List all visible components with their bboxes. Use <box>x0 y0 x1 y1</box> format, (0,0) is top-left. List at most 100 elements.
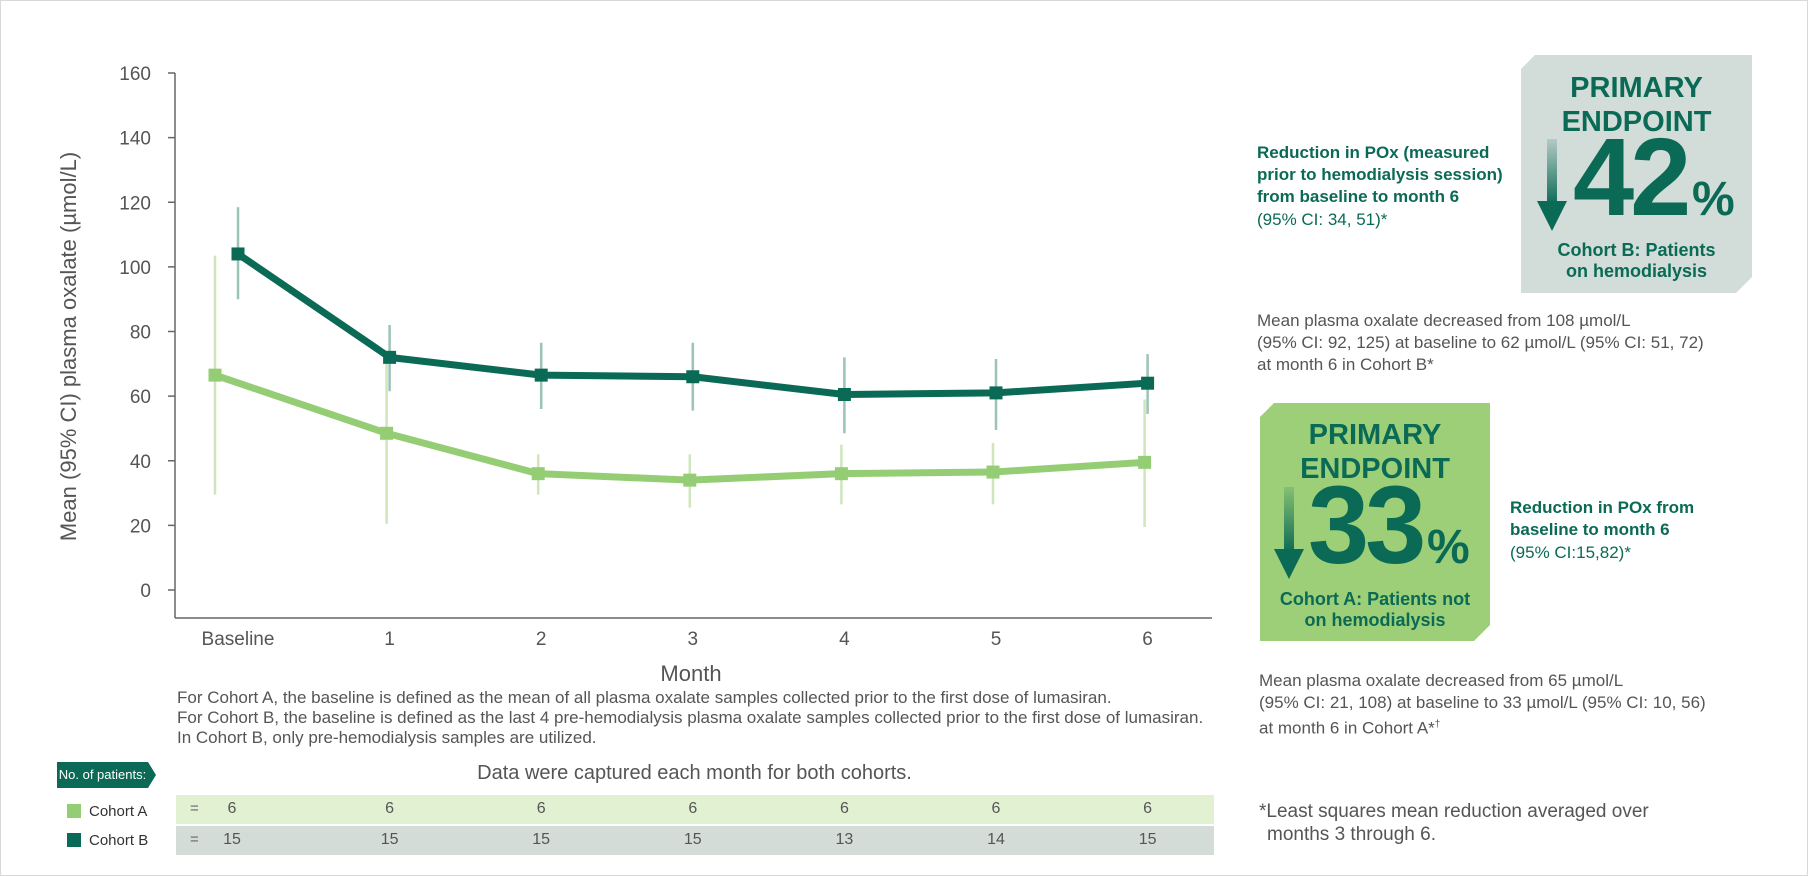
endpoint-b-box: PRIMARY ENDPOINT 42 % Cohort B: Patients… <box>1521 55 1752 293</box>
legend-cohort-b: Cohort B <box>67 831 148 851</box>
endpoint-a-value: 33 <box>1308 464 1426 587</box>
lsm-footnote-line: *Least squares mean reduction averaged o… <box>1259 801 1649 822</box>
equals-sign: = <box>190 800 199 817</box>
data-captured-note: Data were captured each month for both c… <box>477 762 912 784</box>
cohort-b-point <box>534 368 548 382</box>
cohort-b-label: Cohort B <box>89 832 149 849</box>
legend-cohort-a: Cohort A <box>67 802 147 822</box>
cohort-a-point <box>531 467 545 481</box>
patients-badge: No. of patients: <box>57 762 156 788</box>
patient-count-cell: 15 <box>532 831 551 848</box>
baseline-footnotes: For Cohort A, the baseline is defined as… <box>177 688 1237 748</box>
patient-count-cell: 14 <box>987 831 1005 848</box>
y-tick-label: 160 <box>119 64 151 85</box>
endpoint-a-box: PRIMARY ENDPOINT 33 % Cohort A: Patients… <box>1260 403 1490 641</box>
endpoint-a-description: Mean plasma oxalate decreased from 65 µm… <box>1259 670 1706 740</box>
endpoint-a-title-1: PRIMARY <box>1308 419 1442 451</box>
patient-count-cell: 15 <box>683 831 702 848</box>
endpoint-b-ci: (95% CI: 34, 51)* <box>1257 210 1388 229</box>
lsm-footnote-line: months 3 through 6. <box>1267 824 1436 845</box>
endpoint-b-reduction-line: prior to hemodialysis session) <box>1257 165 1503 184</box>
endpoint-b-sub-1: Cohort B: Patients <box>1557 240 1716 260</box>
endpoint-a-desc-line: Mean plasma oxalate decreased from 65 µm… <box>1259 671 1624 690</box>
cohort-a-point <box>1138 455 1152 469</box>
cohort-b-counts-row: = 15 15 15 15 13 14 15 <box>176 826 1214 855</box>
y-tick-label: 80 <box>130 323 151 344</box>
patient-count-cell: 6 <box>227 800 237 817</box>
cohort-a-point <box>683 473 697 487</box>
x-tick-label: 2 <box>536 629 547 650</box>
endpoint-b-box-shape <box>1521 55 1752 293</box>
x-tick-label: 5 <box>991 629 1002 650</box>
cohort-a-swatch <box>67 804 81 818</box>
footnote-cohort-a: For Cohort A, the baseline is defined as… <box>177 688 1112 707</box>
endpoint-b-percent: % <box>1692 173 1735 226</box>
cohort-a-point <box>834 467 848 481</box>
endpoint-a-percent: % <box>1427 521 1470 574</box>
footnote-cohort-b: For Cohort B, the baseline is defined as… <box>177 708 1204 727</box>
patient-count-cell: 15 <box>1138 831 1157 848</box>
endpoint-a-ci: (95% CI:15,82)* <box>1510 543 1631 562</box>
cohort-b-point <box>686 370 700 384</box>
endpoint-a-reduction-line: baseline to month 6 <box>1510 520 1670 539</box>
endpoint-b-description: Mean plasma oxalate decreased from 108 µ… <box>1257 310 1704 376</box>
footnote-pre-hemodialysis: In Cohort B, only pre-hemodialysis sampl… <box>177 728 597 747</box>
patient-count-cell: 15 <box>223 831 241 848</box>
y-axis-title: Mean (95% CI) plasma oxalate (µmol/L) <box>56 152 81 541</box>
down-arrow-icon <box>1537 139 1567 231</box>
y-tick-label: 0 <box>140 581 151 602</box>
x-tick-label: 1 <box>384 629 395 650</box>
endpoint-a-reduction: Reduction in POx from baseline to month … <box>1510 497 1694 541</box>
endpoint-a-title-2: ENDPOINT <box>1300 453 1450 485</box>
endpoint-a-reduction-line: Reduction in POx from <box>1510 498 1695 517</box>
lsm-footnote: *Least squares mean reduction averaged o… <box>1259 800 1649 846</box>
patient-count-cell: 6 <box>991 800 1001 817</box>
y-tick-label: 60 <box>130 387 151 408</box>
patient-count-cell: 13 <box>835 831 854 848</box>
y-tick-label: 120 <box>119 193 151 214</box>
endpoint-b-desc-line: at month 6 in Cohort B* <box>1257 355 1434 374</box>
endpoint-b-title-1: PRIMARY <box>1570 72 1703 104</box>
endpoint-b-sub-2: on hemodialysis <box>1565 261 1708 281</box>
y-tick-label: 100 <box>119 258 151 279</box>
patient-count-cell: 6 <box>536 800 546 817</box>
endpoint-a-desc-line: (95% CI: 21, 108) at baseline to 33 µmol… <box>1259 693 1706 712</box>
x-tick-label: 6 <box>1142 629 1153 650</box>
cohort-b-point <box>837 388 851 402</box>
endpoint-a-box-shape <box>1260 403 1490 641</box>
patient-count-cell: 15 <box>380 831 399 848</box>
cohort-b-point <box>231 247 245 261</box>
endpoint-b-desc-line: (95% CI: 92, 125) at baseline to 62 µmol… <box>1257 333 1704 352</box>
cohort-a-label: Cohort A <box>89 803 148 820</box>
endpoint-b-desc-line: Mean plasma oxalate decreased from 108 µ… <box>1257 311 1631 330</box>
endpoint-a-sub-1: Cohort A: Patients not <box>1279 589 1471 609</box>
cohort-a-point <box>380 426 394 440</box>
patient-count-cell: 6 <box>385 800 395 817</box>
equals-sign: = <box>190 831 199 848</box>
cohort-b-swatch <box>67 833 81 847</box>
endpoint-b-reduction-line: from baseline to month 6 <box>1257 187 1460 206</box>
dagger-superscript: † <box>1434 719 1441 730</box>
cohort-a-point <box>208 368 222 382</box>
endpoint-a-desc-line: at month 6 in Cohort A*† <box>1259 714 1706 740</box>
cohort-b-point <box>989 386 1003 400</box>
endpoint-b-reduction-line: Reduction in POx (measured <box>1257 143 1490 162</box>
endpoint-a-desc-text: at month 6 in Cohort A* <box>1259 718 1435 738</box>
down-arrow-icon <box>1274 487 1304 579</box>
endpoint-b-reduction: Reduction in POx (measured prior to hemo… <box>1257 142 1503 208</box>
cohort-a-counts-row: = 6 6 6 6 6 6 6 <box>176 795 1214 824</box>
patient-count-cell: 6 <box>688 800 698 817</box>
x-tick-label: Baseline <box>202 629 275 650</box>
patient-count-cell: 6 <box>1143 800 1153 817</box>
patient-count-cell: 6 <box>839 800 849 817</box>
endpoint-b-title-2: ENDPOINT <box>1561 106 1712 138</box>
cohort-b-point <box>383 350 397 364</box>
x-tick-label: 3 <box>688 629 699 650</box>
cohort-b-point <box>1141 376 1155 390</box>
x-axis-title: Month <box>660 661 721 686</box>
y-tick-label: 20 <box>130 516 151 537</box>
y-tick-label: 140 <box>119 129 151 150</box>
x-tick-label: 4 <box>839 629 850 650</box>
endpoint-b-value: 42 <box>1573 116 1691 239</box>
